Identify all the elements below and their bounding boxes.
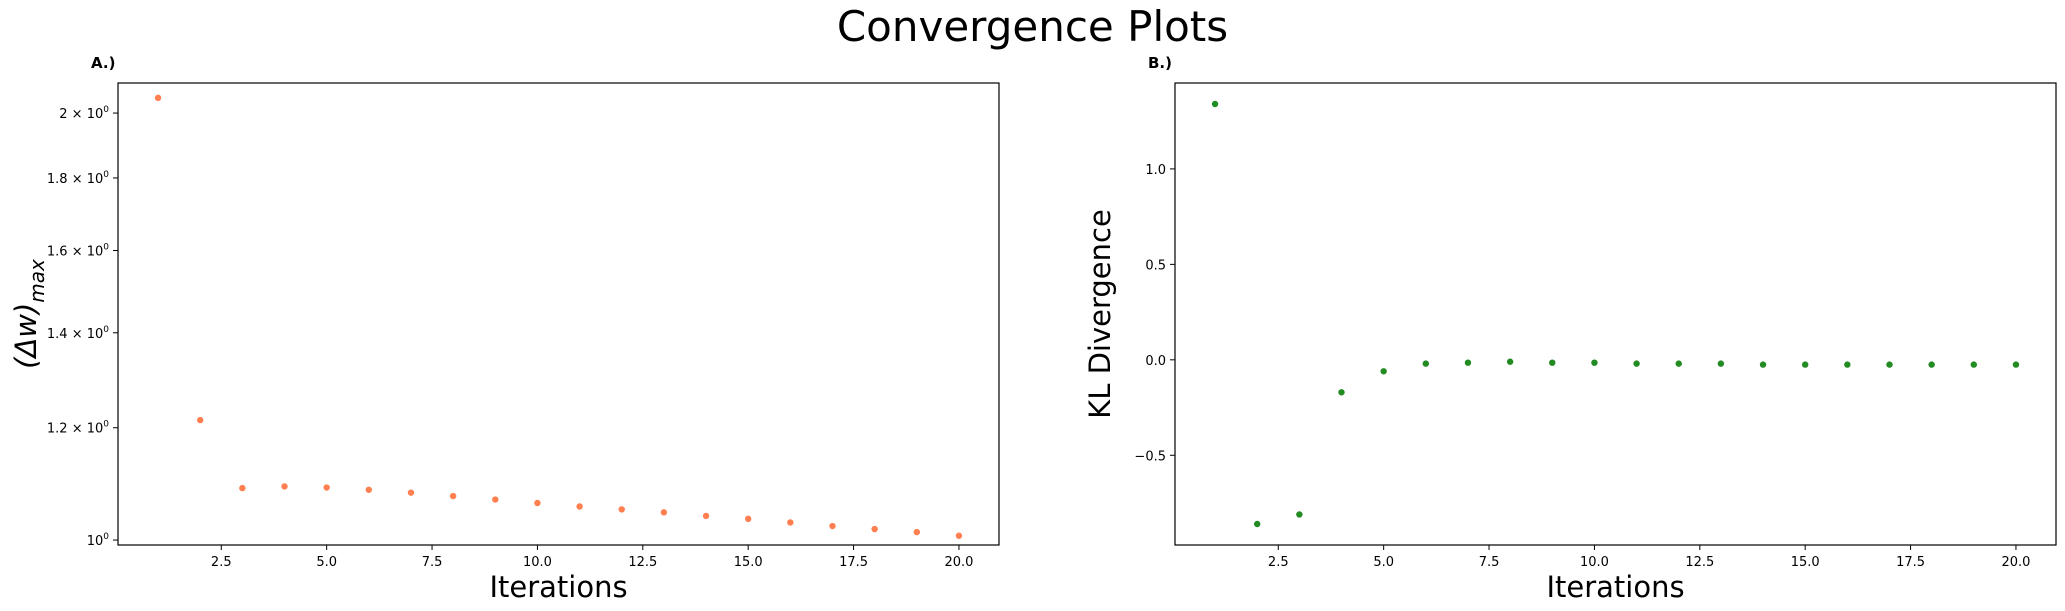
x-tick-label: 20.0 bbox=[944, 555, 973, 570]
x-tick-label: 5.0 bbox=[316, 555, 337, 570]
data-point bbox=[1253, 520, 1261, 528]
data-point bbox=[660, 509, 668, 516]
y-tick-label: 1.2 × 100 bbox=[47, 420, 109, 437]
y-tick-label: 2 × 100 bbox=[59, 105, 109, 122]
y-axis-label: KL Divergence bbox=[1083, 209, 1117, 419]
panel-a-label: A.) bbox=[91, 54, 116, 72]
data-point bbox=[492, 496, 499, 503]
panel-b-label: B.) bbox=[1148, 54, 1172, 72]
data-point bbox=[365, 486, 373, 493]
data-point bbox=[1801, 361, 1809, 368]
x-tick-label: 17.5 bbox=[839, 555, 868, 570]
figure-title: Convergence Plots bbox=[836, 2, 1229, 51]
data-point bbox=[829, 522, 836, 530]
data-point bbox=[534, 499, 541, 507]
data-point bbox=[1928, 361, 1935, 368]
x-tick-label: 10.0 bbox=[1580, 555, 1609, 570]
x-tick-label: 15.0 bbox=[734, 555, 763, 570]
data-point bbox=[1380, 368, 1387, 375]
data-point bbox=[239, 484, 246, 492]
data-point bbox=[1464, 359, 1472, 366]
data-point bbox=[871, 525, 878, 533]
data-point bbox=[1844, 361, 1851, 368]
x-tick-label: 7.5 bbox=[1479, 555, 1500, 570]
data-point bbox=[1506, 358, 1514, 365]
data-point bbox=[323, 484, 330, 491]
data-point bbox=[154, 94, 162, 102]
data-point bbox=[1970, 361, 1978, 368]
data-point bbox=[1633, 360, 1640, 367]
data-point bbox=[196, 416, 204, 424]
y-tick-label: 0.0 bbox=[1145, 354, 1166, 369]
x-tick-label: 12.5 bbox=[1685, 555, 1714, 570]
data-point bbox=[913, 528, 921, 536]
data-point bbox=[787, 519, 794, 526]
axes-frame bbox=[1174, 82, 2057, 546]
x-axis-label: Iterations bbox=[1546, 570, 1684, 604]
x-tick-label: 15.0 bbox=[1791, 555, 1820, 570]
y-tick-label: 100 bbox=[87, 532, 110, 549]
y-tick-label: 1.8 × 100 bbox=[47, 170, 109, 187]
y-tick-label: 1.4 × 100 bbox=[47, 325, 109, 342]
y-tick-label: 1.0 bbox=[1145, 163, 1166, 178]
data-point bbox=[744, 515, 752, 523]
data-point bbox=[1211, 100, 1219, 108]
data-point bbox=[1338, 389, 1345, 396]
data-point bbox=[1422, 360, 1430, 367]
x-tick-label: 20.0 bbox=[2001, 555, 2030, 570]
data-point bbox=[618, 506, 625, 513]
y-tick-label: 1.6 × 100 bbox=[47, 243, 109, 260]
x-tick-label: 7.5 bbox=[422, 555, 443, 570]
data-point bbox=[1549, 359, 1556, 366]
data-point bbox=[702, 512, 710, 520]
y-axis-label: (Δw)max bbox=[9, 259, 49, 369]
y-tick-label: 0.5 bbox=[1145, 258, 1166, 273]
data-point bbox=[281, 483, 288, 490]
data-point bbox=[407, 489, 415, 496]
data-point bbox=[1759, 361, 1767, 368]
x-tick-label: 2.5 bbox=[1268, 555, 1289, 570]
data-point bbox=[1591, 359, 1598, 366]
data-point bbox=[2012, 361, 2020, 368]
data-point bbox=[1886, 361, 1893, 368]
data-point bbox=[1296, 511, 1303, 518]
axes-frame bbox=[117, 82, 1000, 546]
y-tick-label: −0.5 bbox=[1134, 449, 1166, 464]
plot-panel-a: 2.5 5.0 7.5 10.0 12.5 15.0 17.5 20.0 100 1.2 × 10… bbox=[9, 82, 1000, 604]
data-point bbox=[449, 492, 457, 500]
x-axis-label: Iterations bbox=[489, 570, 627, 604]
x-tick-label: 12.5 bbox=[628, 555, 657, 570]
plot-panel-b: 2.5 5.0 7.5 10.0 12.5 15.0 17.5 20.0 −0.5 0.0 0.5 1… bbox=[1083, 82, 2057, 604]
data-point bbox=[576, 503, 583, 510]
x-tick-label: 17.5 bbox=[1896, 555, 1925, 570]
x-tick-label: 2.5 bbox=[211, 555, 232, 570]
x-tick-label: 5.0 bbox=[1373, 555, 1394, 570]
data-point bbox=[955, 532, 963, 539]
x-tick-label: 10.0 bbox=[523, 555, 552, 570]
data-point bbox=[1717, 360, 1725, 367]
data-point bbox=[1675, 360, 1682, 367]
